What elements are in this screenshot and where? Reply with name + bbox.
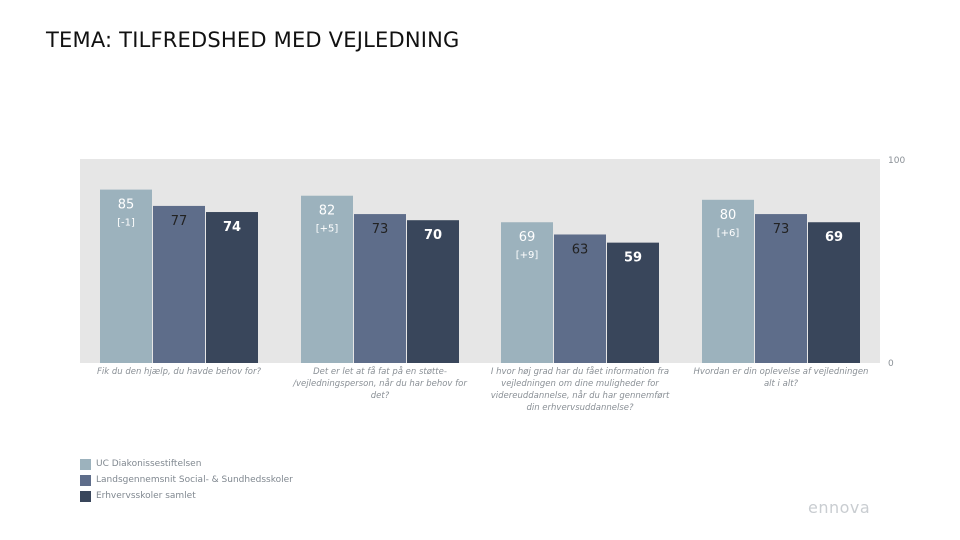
bar-value-label: 85 (118, 198, 135, 213)
bar (153, 205, 205, 363)
category-label: I hvor høj grad har du fået information … (491, 366, 670, 413)
bar-value-label: 80 (720, 208, 737, 223)
y-tick-label: 100 (888, 156, 905, 166)
bar-value-label: 59 (624, 251, 642, 266)
bar-value-label: 73 (773, 222, 790, 237)
category-label: Hvordan er din oplevelse af vejledningen… (694, 367, 869, 389)
legend-swatch (80, 490, 91, 502)
bar (554, 234, 606, 363)
labels-layer: 85 [-1] 77 74 Fik du den hjælp, du havde beh… (97, 198, 868, 413)
bar-value-label: 74 (223, 220, 241, 235)
bar (354, 214, 406, 363)
legend-swatch (80, 458, 91, 470)
bar-value-label: 77 (171, 214, 188, 229)
legend: UC Diakonissestiftelsen Landsgennemsnit … (80, 456, 293, 504)
ennova-logo: ennova (808, 498, 871, 517)
legend-item: Landsgennemsnit Social- & Sundhedsskoler (80, 472, 293, 488)
bar (808, 222, 860, 363)
bar-change-label: [-1] (117, 218, 135, 229)
legend-item: UC Diakonissestiftelsen (80, 456, 293, 472)
legend-swatch (80, 474, 91, 486)
bar (607, 242, 659, 363)
y-tick-label: 0 (888, 359, 894, 369)
bar-value-label: 69 (519, 230, 536, 245)
bar-value-label: 73 (372, 222, 389, 237)
legend-label: Erhvervsskoler samlet (96, 491, 196, 501)
bar-change-label: [+6] (717, 228, 740, 239)
bar-change-label: [+5] (316, 224, 339, 235)
bar (206, 212, 258, 363)
legend-label: UC Diakonissestiftelsen (96, 459, 202, 469)
bar (100, 189, 152, 363)
page-title: TEMA: TILFREDSHED MED VEJLEDNING (46, 28, 460, 52)
bars-layer (100, 189, 860, 363)
bar-value-label: 82 (319, 204, 336, 219)
bar-value-label: 63 (572, 242, 589, 257)
bar (702, 199, 754, 363)
legend-item: Erhvervsskoler samlet (80, 488, 293, 504)
category-label: Det er let at få fat på en støtte-/vejle… (292, 366, 467, 401)
category-label: Fik du den hjælp, du havde behov for? (97, 367, 262, 377)
bar (755, 214, 807, 363)
bar-change-label: [+9] (516, 250, 539, 261)
bar (407, 220, 459, 363)
bar-value-label: 69 (825, 230, 843, 245)
bar-value-label: 70 (424, 228, 442, 243)
bar (501, 222, 553, 363)
bar (301, 195, 353, 363)
legend-label: Landsgennemsnit Social- & Sundhedsskoler (96, 475, 293, 485)
